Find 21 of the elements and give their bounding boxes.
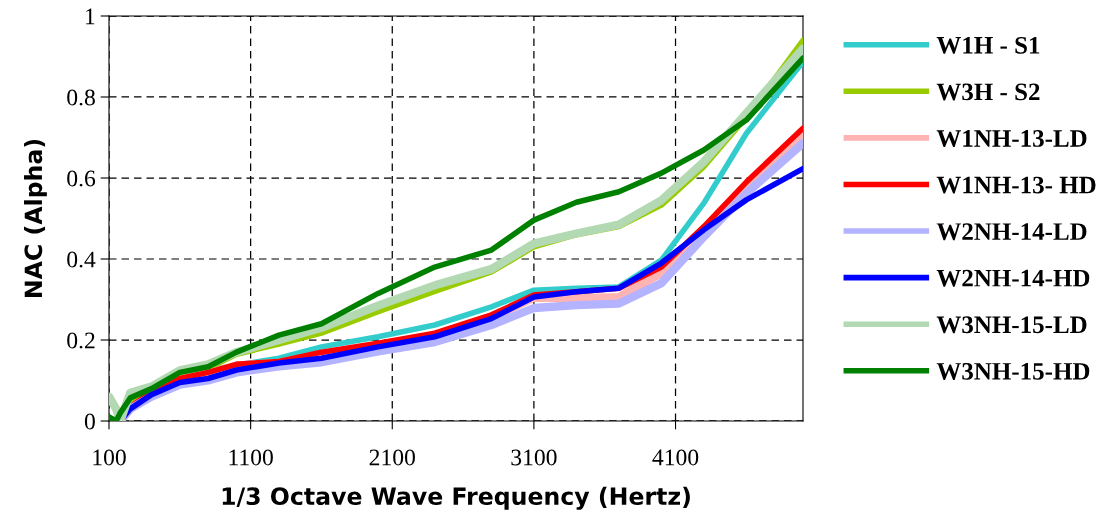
legend-label: W3H - S2 (936, 83, 1040, 101)
x-tick-label: 100 (93, 449, 126, 466)
legend-label: W3NH-15-HD (936, 362, 1090, 380)
legend-label: W2NH-14-HD (936, 269, 1090, 287)
y-tick-label: 1 (86, 8, 95, 25)
x-axis-title: 1/3 Octave Wave Frequency (Hertz) (222, 486, 690, 510)
x-tick-label: 4100 (652, 449, 699, 466)
legend-label: W3NH-15-LD (936, 316, 1087, 334)
y-axis-title: NAC (Alpha) (24, 139, 47, 297)
y-tick-label: 0.4 (67, 251, 96, 268)
legend-label: W1H - S1 (936, 36, 1040, 54)
legend-label: W2NH-14-LD (936, 223, 1087, 241)
y-tick-label: 0.8 (67, 89, 95, 106)
y-tick-label: 0.6 (67, 170, 96, 187)
legend-label: W1NH-13- HD (936, 176, 1096, 194)
x-tick-label: 1100 (229, 449, 273, 466)
x-tick-label: 3100 (511, 449, 557, 466)
y-tick-label: 0.2 (67, 332, 95, 349)
legend-label: W1NH-13-LD (936, 130, 1087, 148)
y-tick-label: 0 (84, 413, 95, 430)
x-tick-label: 2100 (369, 449, 415, 466)
